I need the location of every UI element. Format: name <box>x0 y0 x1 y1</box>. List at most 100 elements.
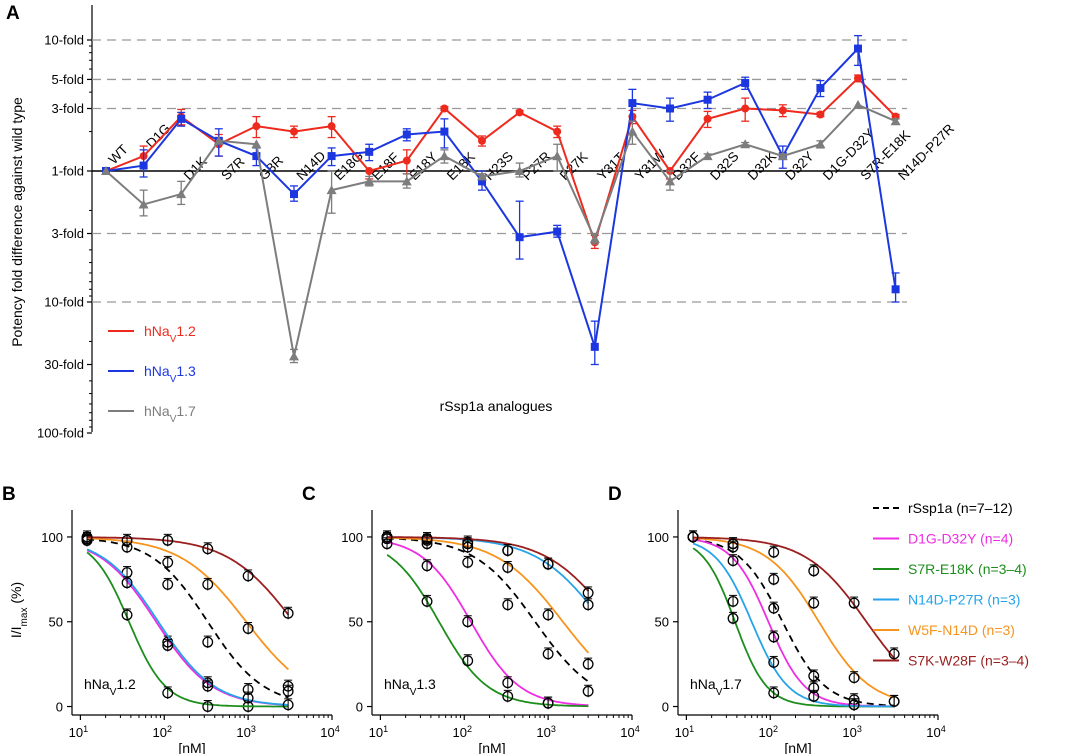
x-tick-exp: 1 <box>383 724 388 734</box>
channel-tail: 1.3 <box>416 676 436 692</box>
x-tick-label: 103 <box>536 724 555 740</box>
data-point <box>202 543 214 555</box>
category-label: H23S <box>482 149 516 183</box>
legend-label-sub: V <box>170 414 177 425</box>
y-tick-label: 0 <box>662 700 669 715</box>
series-line <box>105 76 897 246</box>
data-point <box>202 701 214 712</box>
data-point <box>242 570 254 582</box>
y-tick-label: 0 <box>56 700 63 715</box>
data-point <box>242 623 254 634</box>
series-hNaV1.7: hNaV1.7 <box>101 99 901 425</box>
data-point <box>282 680 294 692</box>
y-tick-label: 10-fold <box>44 295 84 310</box>
data-point <box>162 556 174 568</box>
data-point <box>768 631 780 643</box>
x-tick-exp: 3 <box>857 724 862 734</box>
legend-label-main: hNa <box>144 403 170 419</box>
data-point <box>252 122 261 131</box>
data-point <box>542 697 554 709</box>
data-point <box>401 176 412 186</box>
series-S7K-W28F <box>381 530 594 599</box>
data-point <box>853 99 863 109</box>
legend-label: W5F-N14D (n=3) <box>908 622 1015 638</box>
series-hNaV1.2: hNaV1.2 <box>102 74 900 345</box>
series-rSsp1a <box>81 532 294 699</box>
data-point <box>162 578 174 590</box>
category-label: S7R <box>218 154 247 183</box>
fit-curve <box>86 551 289 708</box>
channel-tail: 1.2 <box>116 676 136 692</box>
data-point <box>515 108 524 117</box>
data-point <box>727 538 739 550</box>
data-point <box>582 658 594 670</box>
x-tick-base: 10 <box>69 725 83 740</box>
data-point <box>289 351 299 361</box>
data-point <box>542 648 554 660</box>
data-point <box>440 104 449 113</box>
x-tick-base: 10 <box>926 725 940 740</box>
data-point <box>202 680 214 692</box>
y-tick-label: 50 <box>655 615 669 630</box>
x-axis-title: [nM] <box>178 740 205 754</box>
data-point <box>628 99 637 108</box>
data-point <box>477 171 487 181</box>
data-point <box>162 687 174 699</box>
data-point <box>121 609 133 621</box>
series-rSsp1a <box>381 532 594 698</box>
data-point <box>81 531 93 543</box>
x-tick-base: 10 <box>536 725 550 740</box>
data-point <box>462 556 474 568</box>
series-rSsp1a <box>687 530 900 708</box>
data-point <box>589 233 600 243</box>
data-point <box>282 607 294 619</box>
fit-curve <box>87 537 289 671</box>
data-point <box>768 602 780 614</box>
fit-curve <box>693 536 896 659</box>
data-point <box>162 640 174 651</box>
y-tick-label: 50 <box>349 615 363 630</box>
data-point <box>816 84 825 93</box>
y-tick-label: 30-fold <box>44 357 84 372</box>
data-point <box>727 612 739 624</box>
category-label: P27R <box>519 148 554 183</box>
data-point <box>515 233 524 242</box>
y-tick-label: 3-fold <box>51 101 84 116</box>
data-point <box>326 185 337 195</box>
ylabel-tail: (%) <box>8 582 24 608</box>
data-point <box>462 655 474 667</box>
y-axis-title: Potency fold difference against wild typ… <box>9 97 25 347</box>
data-point <box>816 110 825 119</box>
data-point <box>213 135 224 145</box>
series-N14D-P27R <box>687 530 895 711</box>
panel-channel-label: hNaV1.2 <box>84 676 136 698</box>
data-point <box>121 534 133 546</box>
data-point <box>854 44 862 53</box>
x-tick-label: 102 <box>453 724 472 740</box>
fit-curve <box>387 536 590 592</box>
data-point <box>502 677 514 689</box>
series-line <box>105 46 897 348</box>
data-point <box>582 685 594 697</box>
x-tick-base: 10 <box>759 725 773 740</box>
legend-label-main: hNa <box>144 363 170 379</box>
x-axis-title: [nM] <box>784 740 811 754</box>
x-tick-label: 103 <box>842 724 861 740</box>
y-tick-label: 10-fold <box>44 33 84 48</box>
data-point <box>502 562 514 573</box>
panel-letter: C <box>302 484 316 505</box>
data-point <box>421 533 433 545</box>
data-point <box>582 587 594 599</box>
data-point <box>402 130 411 139</box>
data-point <box>627 126 638 136</box>
data-point <box>440 127 449 136</box>
x-axis-title: [nM] <box>478 740 505 754</box>
x-tick-exp: 3 <box>251 724 256 734</box>
legend-dose-response: rSsp1a (n=7–12) D1G-D32Y (n=4) S7R-E18K (n… <box>873 500 1029 669</box>
y-tick-label: 100 <box>41 530 63 545</box>
data-point <box>327 122 336 131</box>
panel-letter: B <box>2 484 16 505</box>
data-point <box>282 699 294 711</box>
data-point <box>421 560 433 572</box>
